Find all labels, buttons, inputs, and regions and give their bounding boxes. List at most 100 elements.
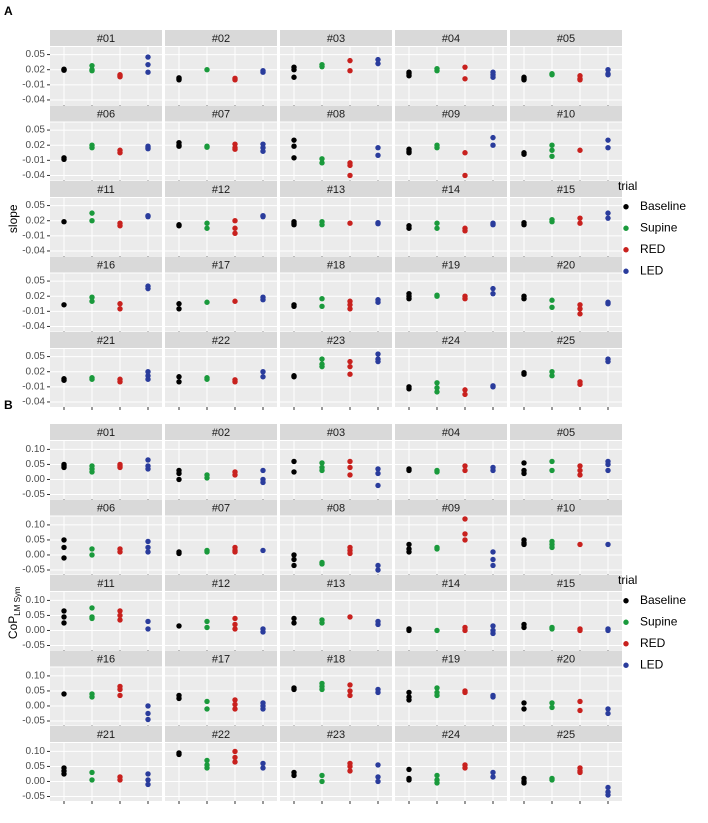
facet-title: #04 bbox=[442, 33, 460, 45]
point bbox=[232, 217, 238, 224]
point bbox=[605, 792, 611, 798]
legend-key bbox=[623, 268, 629, 274]
facet-title: #11 bbox=[97, 184, 115, 196]
plot-background bbox=[280, 667, 392, 726]
point bbox=[291, 143, 297, 149]
facet-title: #06 bbox=[97, 502, 115, 514]
y-tick-label: -0.04 bbox=[22, 321, 45, 332]
y-tick-label: 0.02 bbox=[26, 64, 46, 75]
plot-background bbox=[395, 198, 507, 256]
strip bbox=[50, 424, 162, 440]
point bbox=[260, 479, 266, 486]
facet-title: #10 bbox=[557, 108, 575, 120]
strip bbox=[165, 575, 277, 591]
y-tick-label: 0.00 bbox=[26, 625, 46, 636]
point bbox=[176, 476, 182, 483]
y-axis-label-main: slope bbox=[6, 204, 20, 233]
point bbox=[319, 356, 325, 362]
point bbox=[61, 555, 67, 561]
strip bbox=[510, 499, 622, 516]
point bbox=[145, 549, 151, 555]
y-axis-label-main: CoP bbox=[6, 616, 20, 639]
strip bbox=[510, 332, 622, 348]
point bbox=[89, 298, 95, 304]
point bbox=[347, 306, 353, 312]
strip bbox=[280, 575, 392, 591]
point bbox=[549, 72, 555, 78]
point bbox=[89, 694, 95, 700]
point bbox=[347, 550, 353, 557]
y-tick-label: 0.10 bbox=[26, 746, 46, 757]
point bbox=[204, 376, 210, 382]
plot-background bbox=[280, 198, 392, 256]
strip bbox=[395, 499, 507, 516]
plot-background bbox=[50, 47, 162, 105]
facet-title: #19 bbox=[442, 259, 460, 271]
legend-label: RED bbox=[640, 636, 666, 650]
facet-title: #23 bbox=[327, 335, 345, 347]
point bbox=[605, 358, 611, 365]
plot-background bbox=[280, 349, 392, 407]
point bbox=[521, 222, 527, 228]
point bbox=[462, 76, 468, 82]
strip bbox=[280, 499, 392, 516]
legend-title: trial bbox=[618, 179, 637, 193]
strip bbox=[280, 650, 392, 667]
strip bbox=[510, 424, 622, 440]
point bbox=[291, 469, 297, 475]
point bbox=[89, 546, 95, 552]
strip bbox=[395, 332, 507, 348]
point bbox=[347, 371, 353, 377]
panel-label: A bbox=[4, 4, 13, 18]
point bbox=[61, 302, 67, 308]
point bbox=[375, 152, 381, 158]
point bbox=[145, 716, 151, 723]
point bbox=[61, 66, 67, 72]
point bbox=[232, 298, 238, 304]
facet-title: #20 bbox=[557, 259, 575, 271]
point bbox=[577, 77, 583, 83]
point bbox=[347, 363, 353, 370]
point bbox=[291, 562, 297, 569]
point bbox=[319, 363, 325, 370]
point bbox=[232, 701, 238, 708]
facet-title: #02 bbox=[212, 427, 230, 439]
point bbox=[549, 704, 555, 711]
point bbox=[291, 686, 297, 693]
point bbox=[232, 748, 238, 755]
point bbox=[549, 544, 555, 551]
strip bbox=[165, 424, 277, 440]
point bbox=[406, 766, 412, 773]
point bbox=[145, 771, 151, 777]
strip bbox=[165, 332, 277, 348]
point bbox=[549, 626, 555, 632]
y-tick-label: 0.05 bbox=[26, 351, 46, 362]
point bbox=[462, 689, 468, 696]
point bbox=[462, 531, 468, 537]
point bbox=[375, 567, 381, 573]
point bbox=[521, 371, 527, 377]
point bbox=[462, 387, 468, 393]
y-tick-label: 0.05 bbox=[26, 49, 46, 60]
point bbox=[375, 145, 381, 151]
y-tick-label: 0.00 bbox=[26, 701, 46, 712]
plot-background bbox=[510, 198, 622, 256]
point bbox=[145, 285, 151, 292]
facet-title: #07 bbox=[212, 502, 230, 514]
point bbox=[406, 627, 412, 634]
point bbox=[406, 541, 412, 548]
point bbox=[232, 621, 238, 628]
point bbox=[204, 757, 210, 764]
point bbox=[61, 464, 67, 471]
point bbox=[291, 303, 297, 309]
point bbox=[145, 618, 151, 625]
facet-title: #24 bbox=[442, 729, 460, 741]
facet-title: #22 bbox=[212, 729, 230, 741]
point bbox=[176, 76, 182, 82]
facet-title: #05 bbox=[557, 427, 575, 439]
point bbox=[291, 66, 297, 73]
point bbox=[117, 686, 123, 693]
point bbox=[260, 374, 266, 380]
point bbox=[347, 688, 353, 694]
strip bbox=[280, 332, 392, 348]
